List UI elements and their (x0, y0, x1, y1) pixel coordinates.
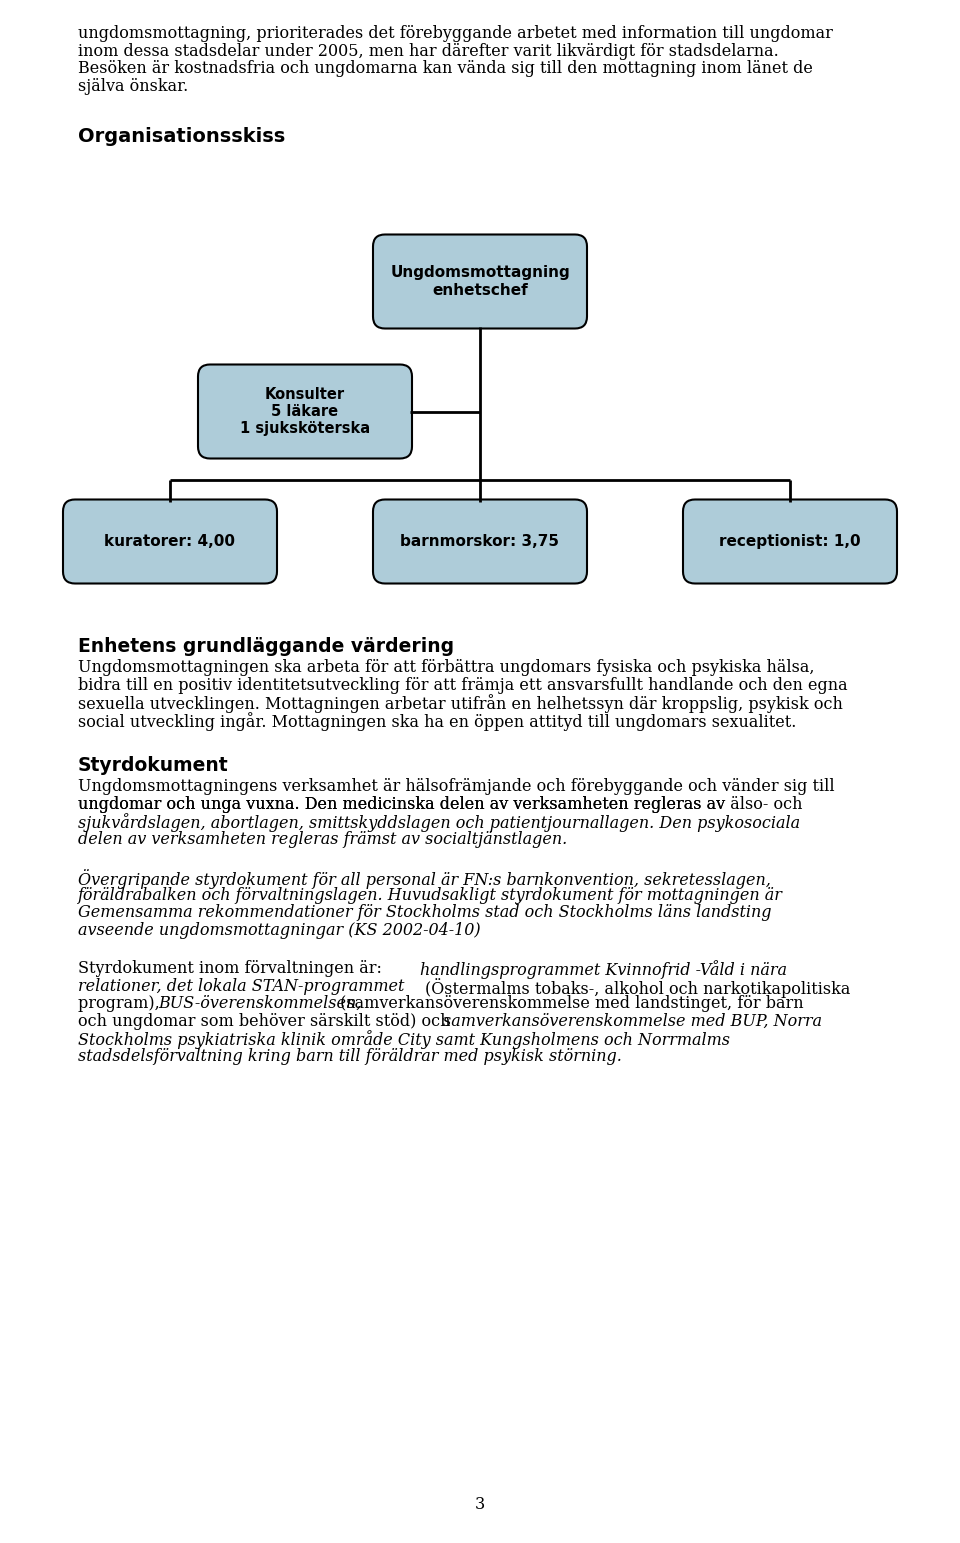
Text: Besöken är kostnadsfria och ungdomarna kan vända sig till den mottagning inom lä: Besöken är kostnadsfria och ungdomarna k… (78, 60, 813, 77)
Text: barnmorskor: 3,75: barnmorskor: 3,75 (400, 534, 560, 549)
FancyBboxPatch shape (373, 500, 587, 583)
Text: Ungdomsmottagningen ska arbeta för att förbättra ungdomars fysiska och psykiska : Ungdomsmottagningen ska arbeta för att f… (78, 659, 814, 676)
Text: Ungdomsmottagning
enhetschef: Ungdomsmottagning enhetschef (390, 265, 570, 298)
Text: stadsdelsförvaltning kring barn till föräldrar med psykisk störning.: stadsdelsförvaltning kring barn till för… (78, 1048, 622, 1065)
Text: inom dessa stadsdelar under 2005, men har därefter varit likvärdigt för stadsdel: inom dessa stadsdelar under 2005, men ha… (78, 43, 779, 60)
Text: avseende ungdomsmottagningar (KS 2002-04-10): avseende ungdomsmottagningar (KS 2002-04… (78, 921, 481, 938)
Text: Stockholms psykiatriska klinik område City samt Kungsholmens och Norrmalms: Stockholms psykiatriska klinik område Ci… (78, 1031, 730, 1049)
Text: BUS-överenskommelsen,: BUS-överenskommelsen, (158, 995, 361, 1012)
Text: 3: 3 (475, 1497, 485, 1514)
FancyBboxPatch shape (683, 500, 897, 583)
Text: Enhetens grundläggande värdering: Enhetens grundläggande värdering (78, 637, 454, 656)
Text: Konsulter
5 läkare
1 sjuksköterska: Konsulter 5 läkare 1 sjuksköterska (240, 387, 370, 437)
Text: Ungdomsmottagningens verksamhet är hälsofrämjande och förebyggande och vänder si: Ungdomsmottagningens verksamhet är hälso… (78, 778, 834, 795)
Text: kuratorer: 4,00: kuratorer: 4,00 (105, 534, 235, 549)
Text: Gemensamma rekommendationer för Stockholms stad och Stockholms läns landsting: Gemensamma rekommendationer för Stockhol… (78, 904, 772, 921)
Text: sjukvårdslagen, abortlagen, smittskyddslagen och patientjournallagen. Den psykos: sjukvårdslagen, abortlagen, smittskyddsl… (78, 813, 800, 832)
Text: (samverkansöverenskommelse med landstinget, för barn: (samverkansöverenskommelse med landsting… (335, 995, 804, 1012)
Text: social utveckling ingår. Mottagningen ska ha en öppen attityd till ungdomars sex: social utveckling ingår. Mottagningen sk… (78, 711, 797, 731)
FancyBboxPatch shape (373, 235, 587, 329)
Text: och ungdomar som behöver särskilt stöd) och: och ungdomar som behöver särskilt stöd) … (78, 1012, 456, 1029)
Text: sexuella utvecklingen. Mottagningen arbetar utifrån en helhetssyn där kroppslig,: sexuella utvecklingen. Mottagningen arbe… (78, 694, 843, 713)
Text: delen av verksamheten regleras främst av socialtjänstlagen.: delen av verksamheten regleras främst av… (78, 830, 567, 847)
Text: ungdomsmottagning, prioriterades det förebyggande arbetet med information till u: ungdomsmottagning, prioriterades det för… (78, 25, 833, 42)
Text: relationer, det lokala STAN-programmet: relationer, det lokala STAN-programmet (78, 978, 404, 995)
Text: receptionist: 1,0: receptionist: 1,0 (719, 534, 861, 549)
Text: Styrdokument inom förvaltningen är:: Styrdokument inom förvaltningen är: (78, 960, 387, 977)
Text: bidra till en positiv identitetsutveckling för att främja ett ansvarsfullt handl: bidra till en positiv identitetsutveckli… (78, 677, 848, 694)
Text: samverkansöverenskommelse med BUP, Norra: samverkansöverenskommelse med BUP, Norra (443, 1012, 822, 1029)
Text: (Östermalms tobaks-, alkohol och narkotikapolitiska: (Östermalms tobaks-, alkohol och narkoti… (425, 978, 851, 998)
FancyBboxPatch shape (63, 500, 277, 583)
Text: Styrdokument: Styrdokument (78, 756, 228, 775)
FancyBboxPatch shape (198, 364, 412, 458)
Text: ungdomar och unga vuxna. Den medicinska delen av verksamheten regleras av: ungdomar och unga vuxna. Den medicinska … (78, 796, 731, 813)
Text: program),: program), (78, 995, 165, 1012)
Text: Organisationsskiss: Organisationsskiss (78, 127, 285, 145)
Text: handlingsprogrammet Kvinnofrid -Våld i nära: handlingsprogrammet Kvinnofrid -Våld i n… (420, 960, 787, 980)
Text: själva önskar.: själva önskar. (78, 77, 188, 94)
Text: ungdomar och unga vuxna. Den medicinska delen av verksamheten regleras av älso- : ungdomar och unga vuxna. Den medicinska … (78, 796, 803, 813)
Text: Övergripande styrdokument för all personal är FN:s barnkonvention, sekretesslage: Övergripande styrdokument för all person… (78, 869, 771, 889)
Text: föräldrabalken och förvaltningslagen. Huvudsakligt styrdokument för mottagningen: föräldrabalken och förvaltningslagen. Hu… (78, 887, 782, 904)
